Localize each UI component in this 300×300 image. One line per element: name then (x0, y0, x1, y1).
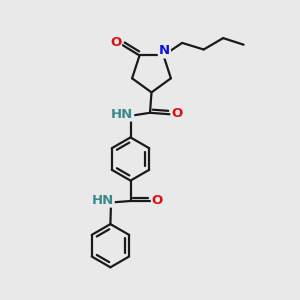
Text: HN: HN (92, 194, 114, 207)
Text: O: O (110, 36, 121, 49)
Text: O: O (152, 194, 163, 207)
Text: HN: HN (111, 107, 133, 121)
Text: N: N (159, 44, 170, 58)
Text: O: O (171, 107, 183, 120)
